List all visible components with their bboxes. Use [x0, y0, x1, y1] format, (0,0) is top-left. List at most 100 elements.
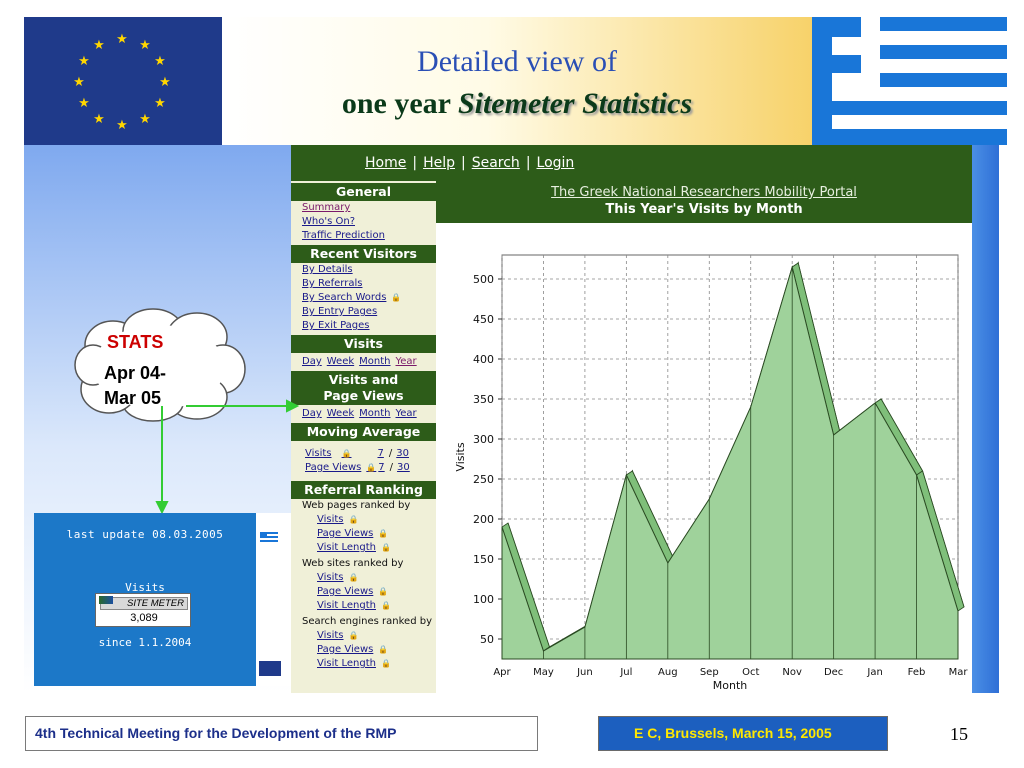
nav-home-link[interactable]: Home [365, 155, 407, 171]
link-text: Visit Length [317, 600, 376, 611]
svg-text:★: ★ [139, 112, 151, 127]
y-tick-label: 50 [480, 633, 494, 646]
slash: / [389, 462, 394, 473]
visits-period-links: Day Week Month Year [291, 353, 436, 369]
svg-text:★: ★ [93, 112, 105, 127]
cloud-callout-shape [74, 308, 246, 422]
chart-area: 50 100 150 200 250 300 350 400 450 500 Apr May Jun Ju… [436, 223, 972, 693]
y-axis-title: Visits [454, 442, 467, 471]
eu-flag-small-icon [259, 661, 281, 676]
web-pages-ranked-label: Web pages ranked by [302, 500, 411, 511]
greek-flag-icon [812, 17, 1007, 145]
visits-month-link[interactable]: Month [359, 356, 391, 367]
title-italic: Sitemeter Statistics [457, 87, 693, 120]
link-text: Visits [317, 572, 344, 583]
title-band: Detailed view of one year Sitemeter Stat… [222, 17, 812, 145]
since-date-text: since 1.1.2004 [98, 636, 192, 649]
visits-day-link[interactable]: Day [302, 356, 322, 367]
ws-visits-link[interactable]: Visits 🔒 [291, 571, 436, 585]
x-tick-label: Feb [908, 667, 926, 678]
x-tick-label: Apr [493, 667, 511, 678]
site-meter-brand: SITE METER [100, 597, 188, 610]
vpv-year-link[interactable]: Year [395, 408, 417, 419]
y-tick-label: 450 [473, 313, 494, 326]
visits-pv-period-links: Day Week Month Year [291, 405, 436, 421]
link-text: Visit Length [317, 542, 376, 553]
link-text: By Search Words [302, 292, 387, 303]
title-plain: one year [341, 87, 458, 120]
sidebar-link-summary[interactable]: Summary [302, 202, 351, 213]
svg-text:★: ★ [78, 54, 90, 69]
sidebar-link-whos-on[interactable]: Who's On? [302, 216, 355, 227]
moving-average-pageviews-row: Page Views 🔒 7 /30 [291, 459, 436, 475]
wp-page-views-link[interactable]: Page Views 🔒 [291, 527, 436, 541]
site-meter-widget: last update 08.03.2005 Visits SITE METER… [34, 513, 256, 686]
ma-visits-7-link[interactable]: 7 [377, 448, 384, 459]
search-engines-ranked-label: Search engines ranked by [302, 616, 432, 627]
svg-text:★: ★ [116, 32, 128, 47]
sidebar-link-by-search-words[interactable]: By Search Words 🔒 [291, 291, 436, 305]
nav-search-link[interactable]: Search [471, 155, 520, 171]
svg-text:★: ★ [116, 118, 128, 133]
sidebar-link-by-referrals[interactable]: By Referrals [302, 278, 363, 289]
lock-icon: 🔒 [366, 463, 377, 472]
wp-visit-length-link[interactable]: Visit Length 🔒 [291, 541, 436, 555]
sidebar-heading-referral-ranking: Referral Ranking [291, 481, 436, 499]
ma-visits-link[interactable]: Visits [305, 448, 332, 459]
visits-year-link[interactable]: Year [395, 356, 417, 367]
nav-login-link[interactable]: Login [536, 155, 575, 171]
link-text: Page Views [317, 528, 374, 539]
ws-page-views-link[interactable]: Page Views 🔒 [291, 585, 436, 599]
slide-number: 15 [950, 724, 968, 744]
ws-visit-length-link[interactable]: Visit Length 🔒 [291, 599, 436, 613]
x-tick-label: Mar [949, 667, 969, 678]
footer-meeting-title: 4th Technical Meeting for the Developmen… [25, 716, 538, 751]
se-visits-link[interactable]: Visits 🔒 [291, 629, 436, 643]
chart-header: The Greek National Researchers Mobility … [436, 181, 972, 223]
footer-location-date: E C, Brussels, March 15, 2005 [598, 716, 888, 751]
link-text: Visits [317, 630, 344, 641]
nav-separator: | [412, 155, 418, 171]
greek-flag-small-icon [260, 532, 278, 544]
lock-icon: 🔒 [348, 573, 359, 582]
sidebar-link-by-entry-pages[interactable]: By Entry Pages [302, 306, 378, 317]
slash: / [388, 448, 393, 459]
portal-link[interactable]: The Greek National Researchers Mobility … [551, 185, 857, 200]
sidebar-link-by-exit-pages[interactable]: By Exit Pages [302, 320, 370, 331]
link-text: Visits [317, 514, 344, 525]
sidebar-link-by-details[interactable]: By Details [302, 264, 353, 275]
x-tick-label: May [533, 667, 554, 678]
callout-date-end: Mar 05 [104, 388, 162, 408]
site-meter-badge[interactable]: SITE METER 3,089 [95, 593, 191, 627]
callout-date-start: Apr 04- [104, 363, 167, 383]
lock-icon: 🔒 [391, 293, 402, 302]
sidebar-heading-visits: Visits [291, 335, 436, 353]
wp-visits-link[interactable]: Visits 🔒 [291, 513, 436, 527]
ma-pageviews-30-link[interactable]: 30 [397, 462, 410, 473]
y-tick-label: 100 [473, 593, 494, 606]
slide-title-line2: one year Sitemeter Statistics [222, 87, 812, 121]
vpv-day-link[interactable]: Day [302, 408, 322, 419]
x-tick-label: Aug [658, 667, 678, 678]
link-text: Visit Length [317, 658, 376, 669]
svg-text:★: ★ [154, 96, 166, 111]
y-tick-label: 500 [473, 273, 494, 286]
ma-visits-30-link[interactable]: 30 [396, 448, 409, 459]
y-tick-label: 400 [473, 353, 494, 366]
se-visit-length-link[interactable]: Visit Length 🔒 [291, 657, 436, 671]
y-tick-label: 300 [473, 433, 494, 446]
lock-icon: 🔒 [380, 543, 391, 552]
visits-week-link[interactable]: Week [326, 356, 355, 367]
ma-pageviews-7-link[interactable]: 7 [378, 462, 385, 473]
last-update-text: last update 08.03.2005 [66, 528, 224, 541]
vpv-month-link[interactable]: Month [359, 408, 391, 419]
sidebar-link-traffic-prediction[interactable]: Traffic Prediction [302, 230, 385, 241]
y-tick-label: 250 [473, 473, 494, 486]
lock-icon: 🔒 [348, 515, 359, 524]
lock-icon: 🔒 [380, 659, 391, 668]
ma-pageviews-link[interactable]: Page Views [305, 462, 362, 473]
vpv-week-link[interactable]: Week [326, 408, 355, 419]
visit-counter: 3,089 [130, 612, 158, 624]
nav-help-link[interactable]: Help [423, 155, 455, 171]
se-page-views-link[interactable]: Page Views 🔒 [291, 643, 436, 657]
